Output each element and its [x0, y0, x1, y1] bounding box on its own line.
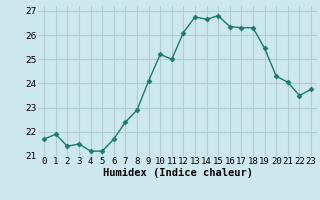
X-axis label: Humidex (Indice chaleur): Humidex (Indice chaleur): [103, 168, 252, 178]
